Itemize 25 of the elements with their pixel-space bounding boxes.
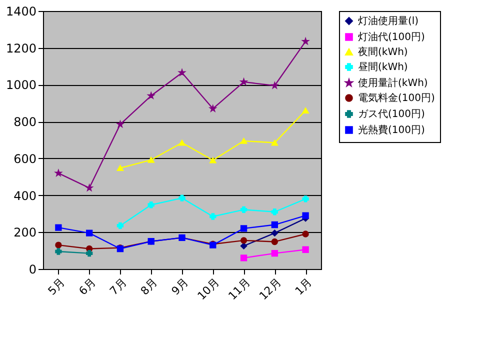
legend-label: 夜間(kWh) [358,46,408,58]
legend-label: 灯油使用量(l) [358,15,419,27]
x-tick-label: 10月 [195,276,222,303]
x-tick-label: 9月 [169,276,191,298]
x-tick-label: 12月 [256,276,284,303]
legend-label: 光熱費(100円) [358,124,425,136]
y-tick-label: 0 [28,262,36,276]
x-tick-label: 7月 [107,276,130,298]
y-tick-label: 1200 [6,41,36,56]
x-tick-label: 8月 [138,276,160,298]
x-tick-label: 11月 [226,276,253,303]
y-tick-label: 400 [14,188,36,203]
x-tick-label: 5月 [46,276,68,298]
legend-label: 灯油代(100円) [358,31,425,43]
y-tick-label: 1400 [6,4,36,18]
legend-label: 電気料金(100円) [358,92,435,104]
legend-label: 使用量計(kWh) [358,77,428,89]
y-tick-label: 200 [14,226,36,240]
y-tick-label: 800 [14,115,36,130]
x-tick-label: 1月 [292,276,315,298]
x-tick-label: 6月 [76,276,98,298]
y-tick-label: 600 [14,152,36,166]
legend-label: ガス代(100円) [358,109,425,120]
legend-label: 昼間(kWh) [358,62,408,73]
y-tick-label: 1000 [6,78,36,92]
